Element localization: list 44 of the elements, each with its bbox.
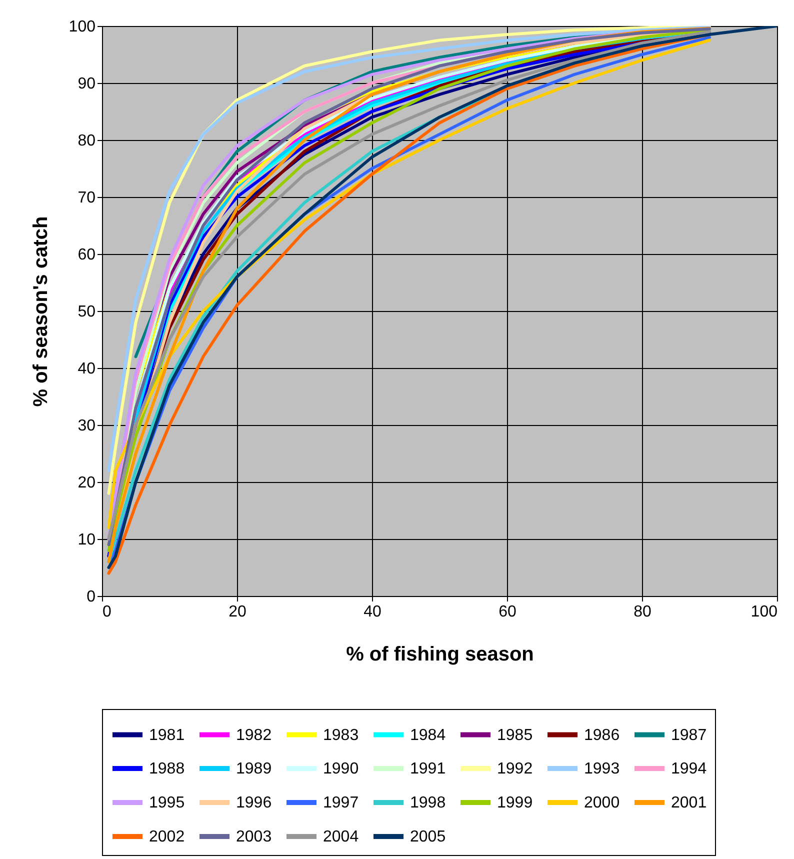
legend-label: 1981	[149, 726, 185, 744]
x-tick-label: 20	[228, 604, 246, 620]
y-tick-label: 10	[78, 532, 96, 548]
legend-label: 1993	[584, 760, 620, 778]
legend-label: 1997	[323, 794, 359, 812]
y-tick-label: 30	[78, 418, 96, 434]
x-tick-label: 0	[102, 604, 112, 620]
legend-label: 1984	[410, 726, 446, 744]
legend-label: 1986	[584, 726, 620, 744]
x-axis-title: % of fishing season	[346, 644, 534, 666]
legend-label: 2002	[149, 828, 185, 846]
y-tick-label: 0	[86, 588, 96, 606]
y-tick-label: 100	[68, 18, 96, 36]
legend-label: 1999	[497, 794, 533, 812]
y-tick-label: 90	[78, 76, 96, 92]
y-tick-label: 60	[78, 246, 96, 264]
legend-label: 1982	[236, 726, 272, 744]
legend-label: 2004	[323, 828, 359, 846]
legend-label: 1983	[323, 726, 359, 744]
y-tick-label: 50	[78, 304, 96, 320]
y-tick-label: 70	[78, 190, 96, 206]
legend-label: 1996	[236, 794, 272, 812]
x-tick-label: 60	[498, 604, 516, 620]
legend-label: 1989	[236, 760, 272, 778]
legend-label: 1994	[671, 760, 707, 778]
legend-label: 1987	[671, 726, 707, 744]
x-tick-label: 80	[634, 604, 652, 620]
y-tick-label: 80	[78, 132, 96, 150]
legend-label: 1988	[149, 760, 185, 778]
legend-label: 1991	[410, 760, 446, 778]
legend-label: 1998	[410, 794, 446, 812]
y-tick-label: 40	[78, 360, 96, 378]
legend-label: 1995	[149, 794, 185, 812]
legend-label: 1990	[323, 760, 359, 778]
y-axis-title: % of season's catch	[30, 216, 52, 407]
x-tick-label: 100	[750, 604, 778, 620]
legend-label: 2001	[671, 794, 707, 812]
legend-label: 2003	[236, 828, 272, 846]
legend-label: 2000	[584, 794, 620, 812]
legend-label: 2005	[410, 828, 446, 846]
x-tick-label: 40	[364, 604, 382, 620]
legend-label: 1992	[497, 760, 533, 778]
y-tick-label: 20	[78, 474, 96, 492]
legend-label: 1985	[497, 726, 533, 744]
